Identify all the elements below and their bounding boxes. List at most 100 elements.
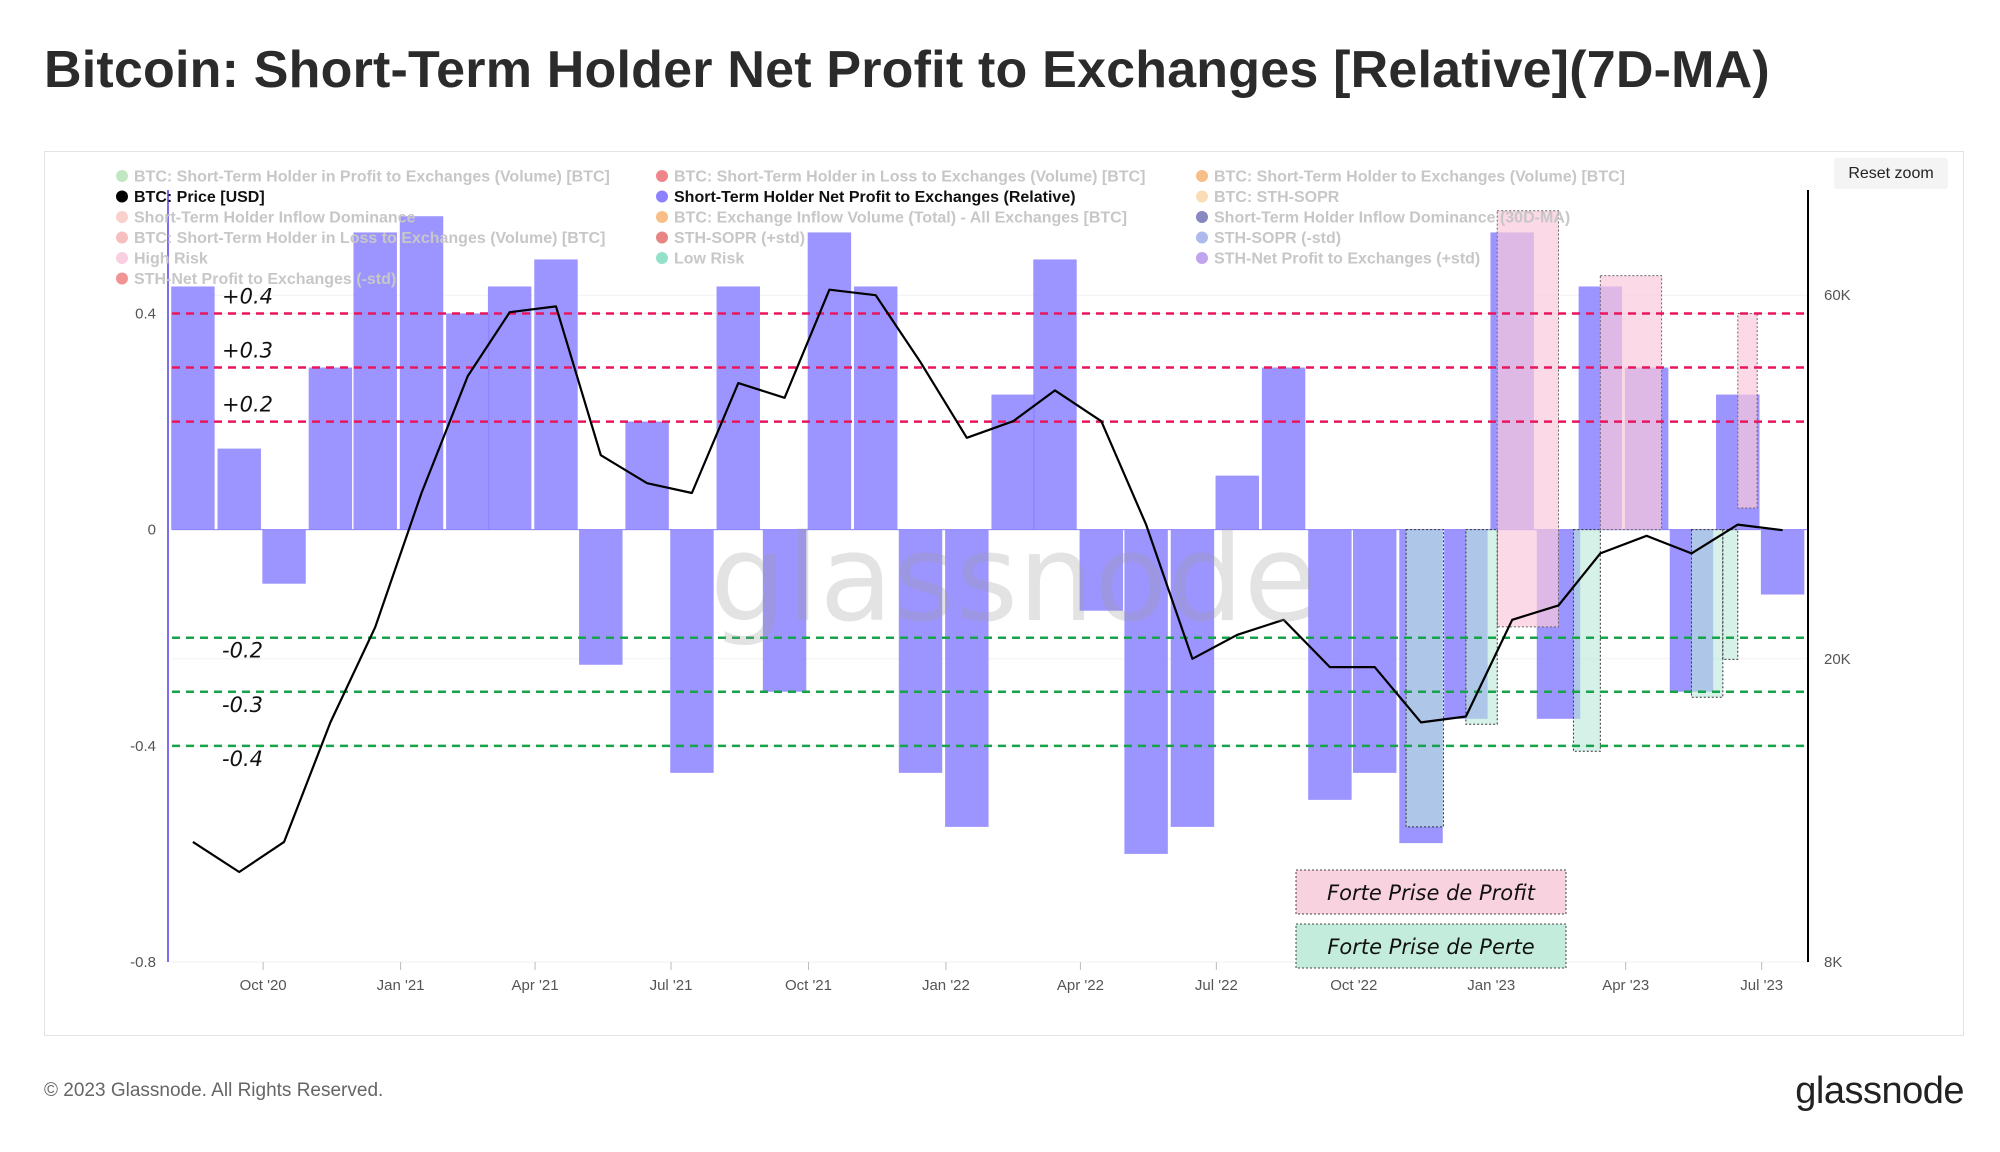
legend-item-label: BTC: STH-SOPR <box>1214 189 1340 206</box>
net-profit-bar <box>579 529 623 665</box>
legend-swatch <box>656 170 668 182</box>
price-line <box>192 288 1783 874</box>
x-tick-label: Jul '21 <box>650 977 693 994</box>
threshold-label: -0.2 <box>222 639 263 663</box>
threshold-label: +0.4 <box>222 284 273 308</box>
net-profit-bar <box>1261 367 1306 530</box>
net-profit-bar <box>217 448 261 530</box>
net-profit-bar <box>171 286 215 530</box>
net-profit-bar <box>670 529 714 773</box>
legend-swatch <box>1196 252 1208 264</box>
legend-swatch <box>116 272 128 285</box>
threshold-label: +0.2 <box>222 393 273 417</box>
legend-swatch <box>116 170 128 182</box>
net-profit-bar <box>716 286 760 530</box>
y-right-tick-label: 20K <box>1824 651 1851 668</box>
profit-annotation-label: Forte Prise de Profit <box>1327 881 1536 905</box>
loss-zone <box>1572 529 1601 752</box>
net-profit-bar <box>1079 529 1124 611</box>
legend-swatch <box>656 211 668 223</box>
legend-swatch <box>1196 170 1208 182</box>
threshold-label: -0.4 <box>222 747 263 771</box>
legend-item-label: Short-Term Holder Net Profit to Exchange… <box>674 189 1076 206</box>
loss-annotation-label: Forte Prise de Perte <box>1327 935 1534 959</box>
net-profit-bar <box>399 216 444 530</box>
net-profit-bar <box>262 529 306 584</box>
net-profit-bar <box>898 529 943 773</box>
y-left-tick-label: -0.4 <box>130 738 156 755</box>
y-left-tick-label: -0.8 <box>130 954 156 971</box>
y-left-tick-label: 0.4 <box>135 305 156 322</box>
profit-zone <box>1599 275 1663 531</box>
net-profit-bar <box>1215 475 1259 530</box>
legend-swatch <box>1196 211 1208 223</box>
x-tick-label: Jul '22 <box>1195 977 1238 994</box>
y-left-tick-label: 0 <box>148 522 156 539</box>
legend-item-label: Short-Term Holder Inflow Dominance <box>134 210 416 227</box>
threshold-label: +0.3 <box>222 339 273 363</box>
annotation-boxes: Forte Prise de Profit Forte Prise de Pert… <box>1295 869 1567 969</box>
chart-frame <box>44 151 1964 1036</box>
x-tick-label: Oct '22 <box>1330 977 1377 994</box>
legend-item-label: BTC: Price [USD] <box>134 189 265 206</box>
net-profit-bar <box>762 529 807 692</box>
legend-item-label: STH-Net Profit to Exchanges (+std) <box>1214 251 1480 268</box>
x-tick-label: Oct '20 <box>240 977 287 994</box>
legend-item-label: BTC: Short-Term Holder in Loss to Exchan… <box>134 230 605 247</box>
legend-item-label: BTC: Short-Term Holder in Loss to Exchan… <box>674 169 1145 186</box>
loss-zone <box>1722 529 1739 660</box>
net-profit-bar <box>1760 529 1805 595</box>
footer-logo: glassnode <box>1795 1070 1964 1112</box>
legend-item-label: STH-SOPR (+std) <box>674 230 805 247</box>
net-profit-bar <box>1308 529 1352 800</box>
loss-annotation-box <box>1295 923 1567 969</box>
reset-zoom-button[interactable]: Reset zoom <box>1834 158 1948 189</box>
legend-swatch <box>1196 231 1208 244</box>
x-tick-label: Jan '23 <box>1467 977 1515 994</box>
net-profit-bar <box>807 232 852 530</box>
legend-swatch <box>656 252 668 264</box>
net-profit-bar <box>625 421 669 530</box>
legend-item-label: Low Risk <box>674 251 744 268</box>
net-profit-bar <box>991 394 1035 530</box>
legend-swatch <box>116 252 128 264</box>
risk-zones <box>1405 210 1758 828</box>
loss-zone <box>1690 529 1724 698</box>
net-profit-bar <box>1170 529 1215 827</box>
loss-zone <box>1465 529 1498 725</box>
legend-swatch <box>116 211 128 223</box>
chart-axes: 0.4 0 -0.4 -0.8 8K 20K 60K Oct '20 Jan '21 Apr '2… <box>130 190 1851 994</box>
legend-item-label: BTC: Short-Term Holder in Profit to Exch… <box>134 169 610 186</box>
x-tick-label: Apr '21 <box>512 977 559 994</box>
legend-swatch <box>116 231 128 244</box>
page-title: Bitcoin: Short-Term Holder Net Profit to… <box>44 41 1770 99</box>
x-tick-label: Jan '22 <box>922 977 970 994</box>
threshold-levels: +0.4 +0.3 +0.2 -0.2 -0.3 -0.4 <box>172 284 1808 771</box>
footer-copyright: © 2023 Glassnode. All Rights Reserved. <box>44 1080 384 1101</box>
legend: BTC: Short-Term Holder in Profit to Exch… <box>116 169 1625 288</box>
legend-item-label: High Risk <box>134 251 208 268</box>
legend-item-label: STH-SOPR (-std) <box>1214 230 1341 247</box>
loss-zone <box>1405 529 1444 828</box>
net-profit-bar <box>353 232 397 530</box>
y-right-tick-label: 60K <box>1824 287 1851 304</box>
profit-zone <box>1737 312 1758 509</box>
legend-item-label: BTC: Exchange Inflow Volume (Total) - Al… <box>674 210 1127 227</box>
legend-item-label: Short-Term Holder Inflow Dominance (30D-… <box>1214 210 1570 227</box>
x-tick-label: Apr '22 <box>1057 977 1104 994</box>
net-profit-bar <box>1033 259 1077 530</box>
legend-swatch <box>656 190 668 203</box>
net-profit-bar <box>945 529 989 827</box>
threshold-label: -0.3 <box>222 693 263 717</box>
net-profit-bar <box>487 286 532 530</box>
net-profit-bar <box>308 367 353 530</box>
net-profit-bar <box>1352 529 1397 773</box>
legend-item-label: STH-Net Profit to Exchanges (-std) <box>134 271 396 288</box>
x-tick-label: Jul '23 <box>1740 977 1783 994</box>
profit-zone <box>1496 210 1559 628</box>
profit-annotation-box <box>1295 869 1567 915</box>
net-profit-bar <box>534 259 578 530</box>
price-series-line <box>192 288 1783 874</box>
legend-item-label: BTC: Short-Term Holder to Exchanges (Vol… <box>1214 169 1625 186</box>
legend-swatch <box>1196 190 1208 203</box>
